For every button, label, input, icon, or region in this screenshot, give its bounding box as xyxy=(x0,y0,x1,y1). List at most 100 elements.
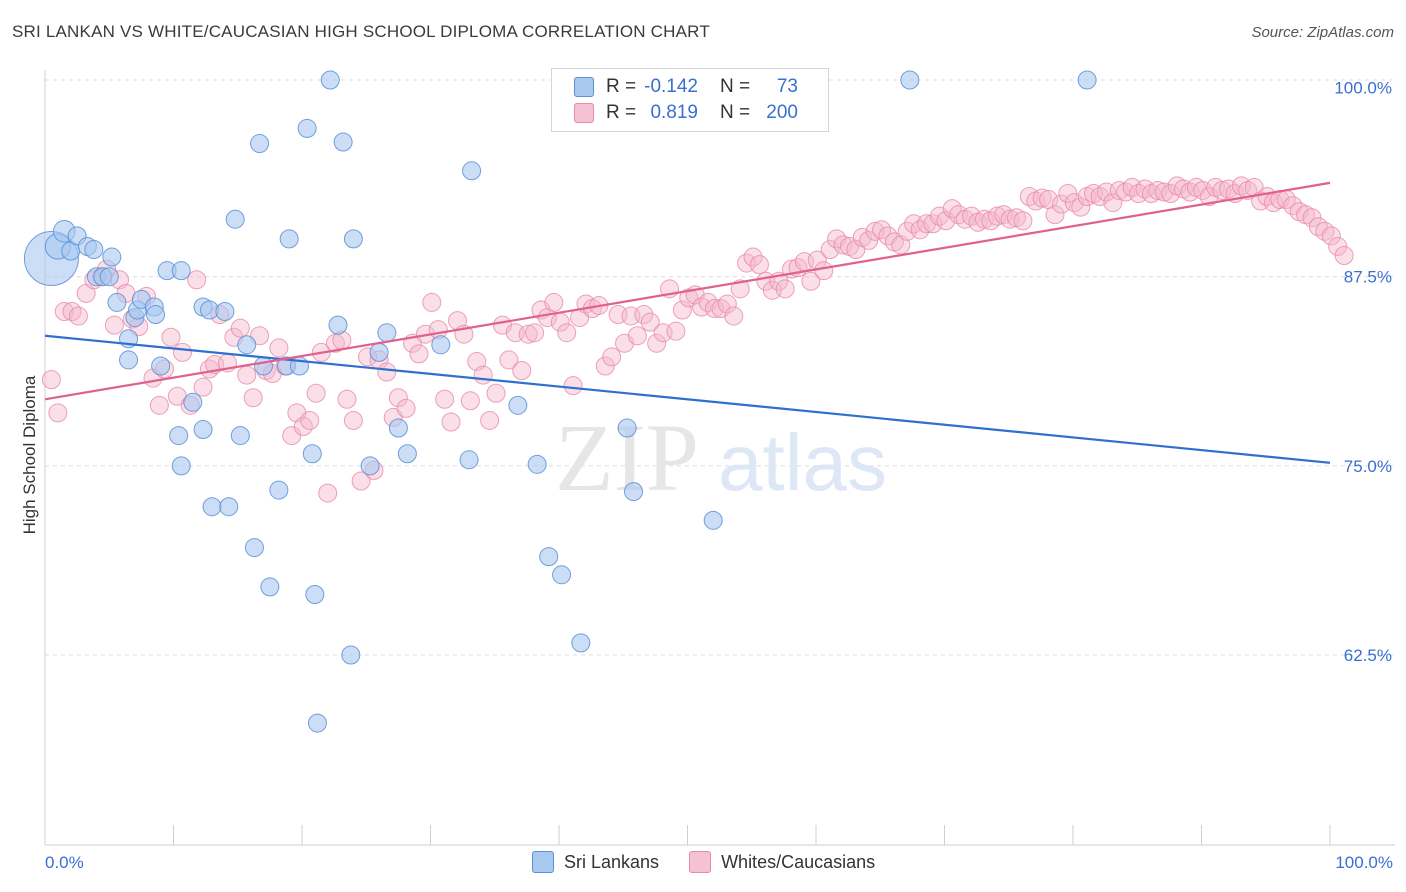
white-point xyxy=(1161,183,1181,203)
sri-lankan-point xyxy=(305,584,325,604)
legend-label-sri-lankans: Sri Lankans xyxy=(564,851,660,872)
sri-lankan-point xyxy=(171,261,191,281)
white-point xyxy=(1212,180,1232,200)
white-point xyxy=(640,312,660,332)
white-point xyxy=(1013,211,1033,231)
n-value: 73 xyxy=(776,76,798,97)
white-point xyxy=(269,338,289,358)
sri-lankan-point xyxy=(552,565,572,585)
sri-lankan-point xyxy=(397,444,417,464)
white-point xyxy=(68,306,88,326)
legend-swatch-pink xyxy=(574,103,594,123)
sri-lankan-point xyxy=(107,292,127,312)
white-point xyxy=(1045,205,1065,225)
sri-lankan-point xyxy=(431,335,451,355)
white-point xyxy=(388,388,408,408)
sri-lankan-point xyxy=(527,454,547,474)
sri-lankans-trend-line xyxy=(44,334,1331,464)
white-point xyxy=(306,383,326,403)
legend-swatch-blue xyxy=(574,77,594,97)
sri-lankan-point xyxy=(102,247,122,267)
white-point xyxy=(666,321,686,341)
sri-lankan-point xyxy=(279,229,299,249)
white-point xyxy=(923,214,943,234)
y-axis-label: High School Diploma xyxy=(20,375,39,534)
legend-row-sri-lankans: R = -0.142 N = 73 xyxy=(574,74,798,100)
white-point xyxy=(936,211,956,231)
sri-lankan-point xyxy=(341,645,361,665)
white-point xyxy=(704,298,724,318)
sri-lankan-point xyxy=(169,426,189,446)
source-label: Source: ZipAtlas.com xyxy=(1251,24,1394,41)
white-point xyxy=(300,410,320,430)
white-point xyxy=(672,300,692,320)
white-point xyxy=(230,318,250,338)
white-point xyxy=(846,239,866,259)
white-point xyxy=(730,279,750,299)
sri-lankan-point xyxy=(617,418,637,438)
sri-lankan-point xyxy=(377,323,397,343)
white-point xyxy=(1032,188,1052,208)
white-point xyxy=(187,270,207,290)
legend-row-whites: R = 0.819 N = 200 xyxy=(574,100,798,126)
sri-lankan-point xyxy=(508,395,528,415)
white-point xyxy=(627,326,647,346)
sri-lankan-point xyxy=(84,239,104,259)
y-tick-label: 87.5% xyxy=(1344,268,1392,287)
sri-lankan-point xyxy=(388,418,408,438)
legend-label-whites: Whites/Caucasians xyxy=(721,851,876,872)
sri-lankan-point xyxy=(320,70,340,90)
white-point xyxy=(1109,180,1129,200)
sri-lankan-point xyxy=(703,510,723,530)
r-label: R = xyxy=(606,76,637,97)
sri-lankan-point xyxy=(459,450,479,470)
sri-lankan-point xyxy=(328,315,348,335)
white-point xyxy=(243,388,263,408)
sri-lankan-point xyxy=(99,267,119,287)
sri-lankan-point xyxy=(237,335,257,355)
white-point xyxy=(250,326,270,346)
legend-item-whites: Whites/Caucasians xyxy=(689,851,875,873)
sri-lankan-point xyxy=(146,305,166,325)
white-point xyxy=(48,403,68,423)
white-point xyxy=(54,302,74,322)
sri-lankan-point xyxy=(260,577,280,597)
sri-lankan-point xyxy=(302,444,322,464)
sri-lankan-point xyxy=(253,356,273,376)
white-point xyxy=(717,294,737,314)
white-point xyxy=(602,347,622,367)
white-point xyxy=(441,412,461,432)
white-point xyxy=(193,377,213,397)
white-point xyxy=(801,271,821,291)
white-point xyxy=(1321,226,1341,246)
white-point xyxy=(473,365,493,385)
white-point xyxy=(634,305,654,325)
sri-lankan-point xyxy=(215,302,235,322)
legend-swatch-pink xyxy=(689,851,712,873)
watermark-atlas: atlas xyxy=(718,418,887,507)
trend-lines xyxy=(44,181,1331,464)
white-point xyxy=(775,279,795,299)
white-point xyxy=(974,209,994,229)
white-point xyxy=(172,342,192,362)
legend-swatch-blue xyxy=(532,851,554,873)
white-point xyxy=(396,398,416,418)
chart-title: SRI LANKAN VS WHITE/CAUCASIAN HIGH SCHOO… xyxy=(12,22,710,41)
white-point xyxy=(104,315,124,335)
sri-lankan-point xyxy=(900,70,920,90)
white-point xyxy=(814,261,834,281)
white-point xyxy=(377,362,397,382)
white-point xyxy=(41,370,61,390)
white-point xyxy=(409,344,429,364)
white-point xyxy=(1148,180,1168,200)
sri-lankan-point xyxy=(539,547,559,567)
sri-lankan-point xyxy=(624,482,644,502)
sri-lankan-point xyxy=(193,420,213,440)
sri-lankan-point xyxy=(269,480,289,500)
white-point xyxy=(480,410,500,430)
white-point xyxy=(1071,197,1091,217)
sri-lankan-point xyxy=(219,497,239,517)
white-point xyxy=(1103,193,1123,213)
n-label: N = xyxy=(720,102,751,123)
